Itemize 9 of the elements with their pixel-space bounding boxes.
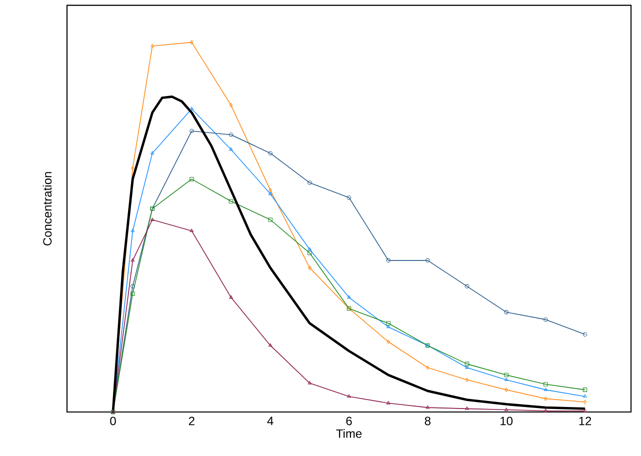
x-tick-label: 4 [267,416,274,425]
x-tick-label: 2 [188,416,194,426]
x-tick-label: 6 [346,416,352,426]
y-axis-title: Concentration [42,172,52,246]
x-tick-label: 12 [579,416,592,426]
x-tick-label: 8 [424,416,430,426]
x-axis-title: Time [336,429,362,438]
x-tick-label: 0 [110,416,116,426]
x-tick-label: 10 [500,416,513,426]
